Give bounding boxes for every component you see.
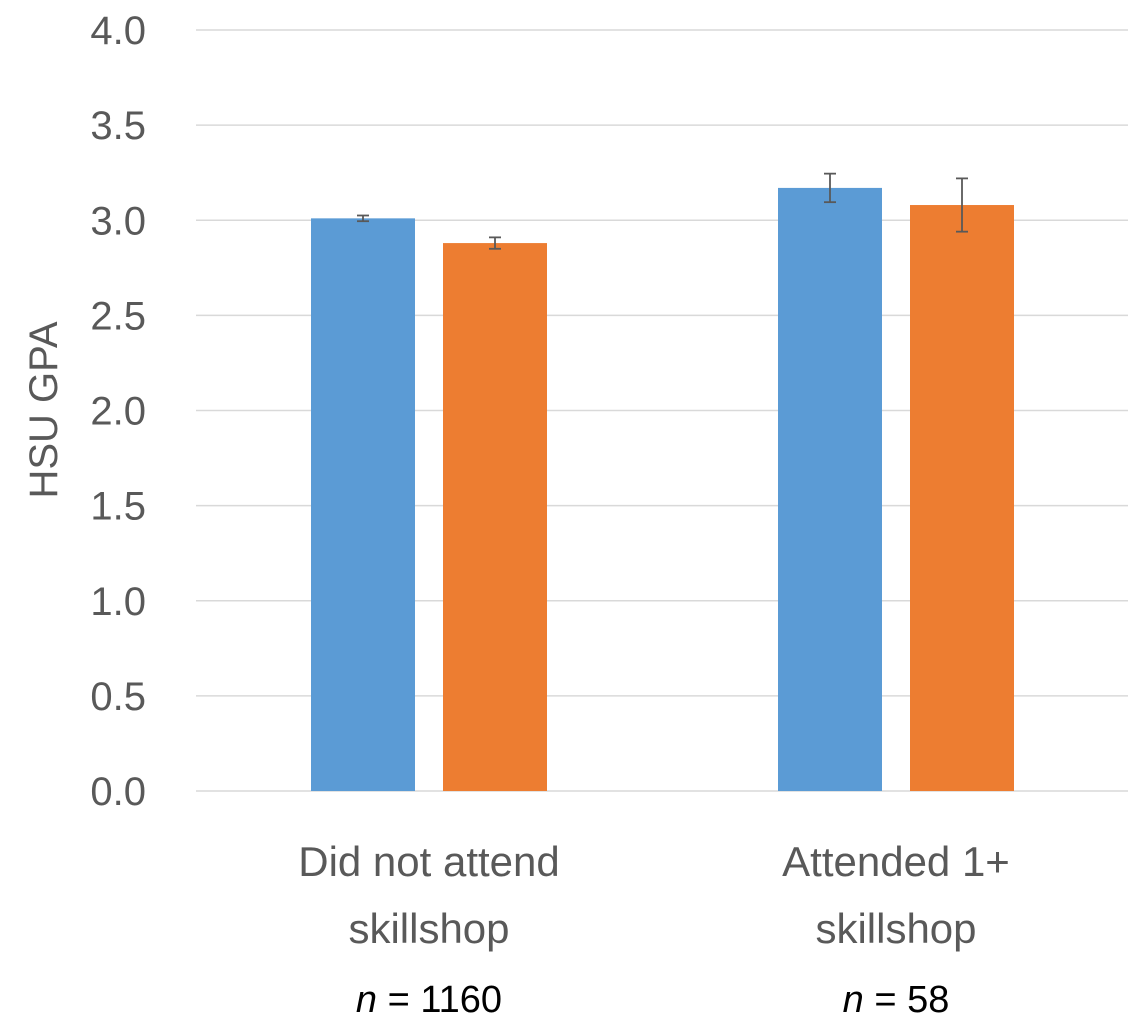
y-axis-title: HSU GPA (22, 321, 66, 498)
bar (311, 218, 415, 791)
y-tick-label: 2.5 (90, 294, 146, 338)
bar (778, 187, 882, 792)
x-category-label: Did not attend (298, 838, 560, 885)
y-tick-label: 3.0 (90, 199, 146, 243)
y-tick-label: 4.0 (90, 9, 146, 53)
y-tick-label: 1.5 (90, 485, 146, 529)
x-category-label: skillshop (815, 905, 976, 952)
bar (443, 243, 547, 791)
sample-size-symbol: n (356, 979, 377, 1021)
x-category-label: Attended 1+ (782, 838, 1010, 885)
sample-size-label: n = 58 (843, 979, 950, 1021)
y-tick-label: 1.0 (90, 580, 146, 624)
y-tick-label: 2.0 (90, 390, 146, 434)
bar (910, 205, 1014, 791)
sample-size-value: = 1160 (377, 979, 502, 1021)
sample-size-label: n = 1160 (356, 979, 502, 1021)
y-tick-label: 3.5 (90, 104, 146, 148)
y-tick-label: 0.5 (90, 675, 146, 719)
y-tick-label: 0.0 (90, 770, 146, 814)
x-category-label: skillshop (348, 905, 509, 952)
sample-size-symbol: n (843, 979, 864, 1021)
sample-size-value: = 58 (864, 979, 950, 1021)
